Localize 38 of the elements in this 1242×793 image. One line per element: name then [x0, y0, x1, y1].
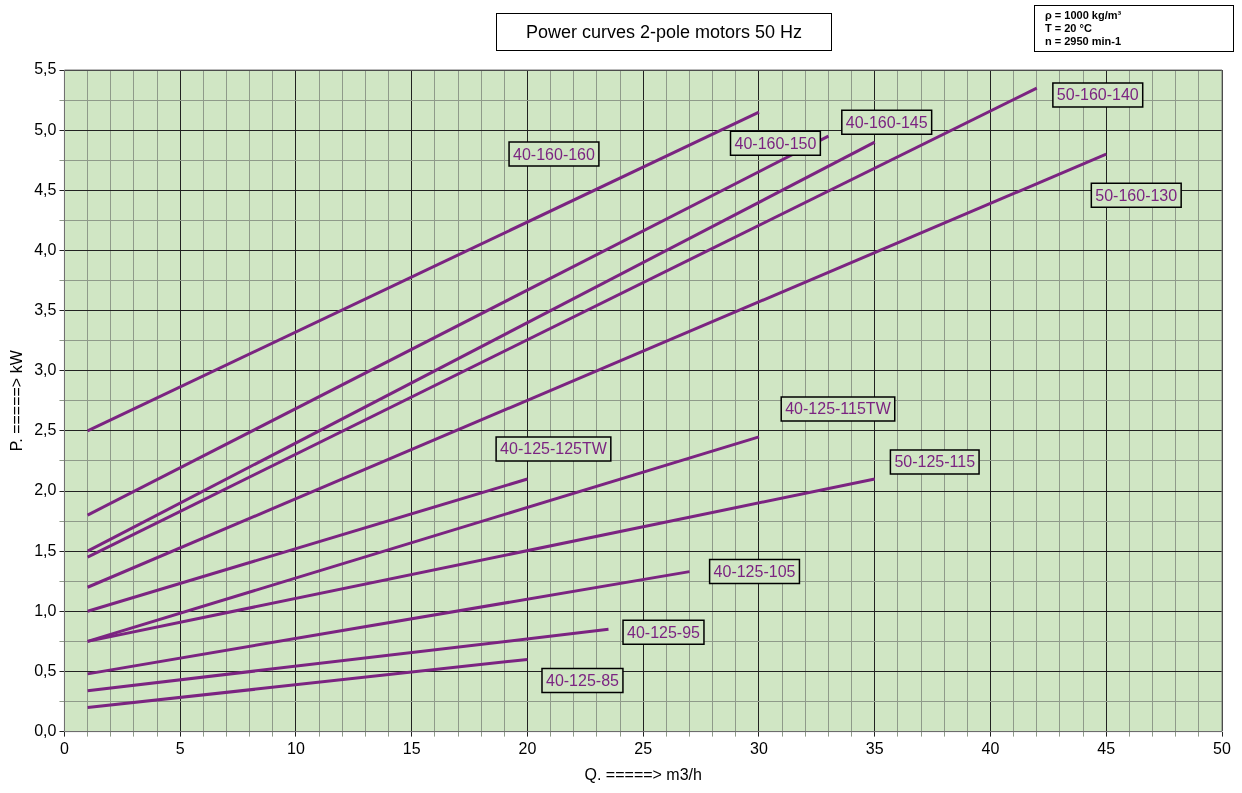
x-tick-label: 50 — [1213, 739, 1231, 757]
x-tick-label: 0 — [59, 739, 69, 757]
x-tick-label: 5 — [175, 739, 185, 757]
y-axis-title: P. =====> kW — [8, 349, 26, 452]
y-tick-label: 5,0 — [34, 120, 57, 138]
x-tick-label: 35 — [865, 739, 884, 757]
x-tick-label: 30 — [750, 739, 768, 757]
series-label: 50-160-130 — [1095, 186, 1178, 204]
x-tick-label: 40 — [981, 739, 1000, 757]
chart-title: Power curves 2-pole motors 50 Hz — [496, 13, 832, 51]
series-label: 40-125-105 — [713, 563, 796, 581]
x-tick-label: 45 — [1097, 739, 1116, 757]
text: ρ = 1000 kg/m³ T = 20 °C n = 2950 min-1 — [1034, 5, 1234, 52]
x-tick-label: 25 — [634, 739, 653, 757]
y-tick-label: 4,5 — [34, 180, 57, 198]
x-tick-label: 15 — [402, 739, 421, 757]
y-tick-label: 5,5 — [34, 60, 57, 78]
y-tick-label: 3,0 — [34, 361, 57, 379]
series-label: 50-160-140 — [1056, 86, 1139, 104]
series-label: 40-160-145 — [845, 113, 928, 131]
x-tick-label: 20 — [518, 739, 537, 757]
y-tick-label: 1,0 — [34, 601, 57, 619]
x-axis-title: Q. =====> m3/h — [584, 765, 702, 783]
x-tick-label: 10 — [287, 739, 305, 757]
y-tick-label: 1,5 — [34, 541, 57, 559]
series-label: 40-160-150 — [734, 134, 817, 152]
series-label: 40-125-85 — [545, 671, 620, 689]
y-tick-label: 4,0 — [34, 240, 57, 258]
y-tick-label: 3,5 — [34, 300, 57, 318]
y-tick-label: 0,0 — [34, 722, 57, 740]
text: 40-125-115TW — [785, 400, 892, 418]
series-label: 40-125-95 — [627, 623, 701, 641]
y-tick-label: 2,0 — [34, 481, 57, 499]
y-tick-label: 0,5 — [34, 661, 57, 679]
series-label: 40-125-125TW — [500, 440, 608, 458]
y-tick-label: 2,5 — [34, 421, 57, 439]
series-label: 40-160-160 — [513, 145, 595, 163]
series-label: 50-125-115 — [894, 453, 976, 471]
